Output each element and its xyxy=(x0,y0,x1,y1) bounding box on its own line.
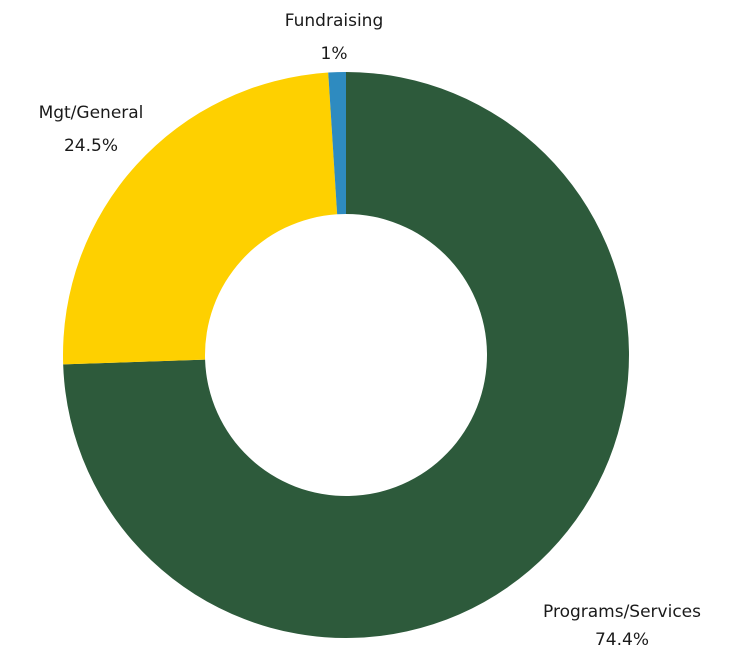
slice-name-fundraising: Fundraising xyxy=(285,11,383,31)
slice-name-programs: Programs/Services xyxy=(543,602,701,622)
chart-slices xyxy=(62,72,630,638)
slice-label-mgt-general: Mgt/General 24.5% xyxy=(39,103,144,156)
donut-slice-fundraising xyxy=(328,72,346,215)
donut-slice-mgt-general xyxy=(62,72,338,365)
slice-value-mgt-general: 24.5% xyxy=(64,136,118,156)
slice-value-programs: 74.4% xyxy=(595,630,649,650)
slice-label-fundraising: Fundraising 1% xyxy=(285,11,383,64)
donut-slice-programs-services xyxy=(63,72,630,638)
slice-name-mgt-general: Mgt/General xyxy=(39,103,144,123)
slice-value-fundraising: 1% xyxy=(321,44,348,64)
slice-label-programs: Programs/Services 74.4% xyxy=(543,602,701,650)
